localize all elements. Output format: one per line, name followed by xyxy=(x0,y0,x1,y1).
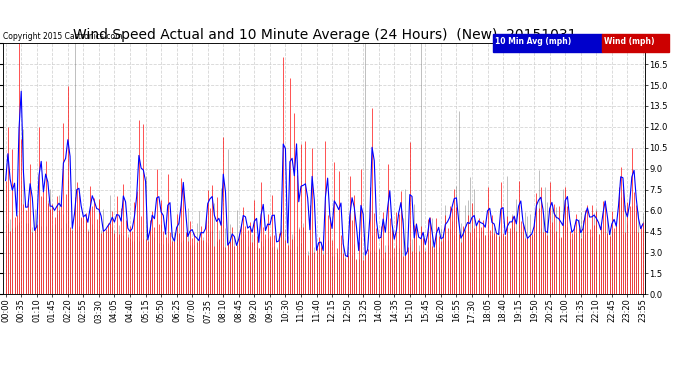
Text: Copyright 2015 Cartronics.com: Copyright 2015 Cartronics.com xyxy=(3,32,123,40)
Text: 10 Min Avg (mph): 10 Min Avg (mph) xyxy=(495,37,572,46)
Title: Wind Speed Actual and 10 Minute Average (24 Hours)  (New)  20151031: Wind Speed Actual and 10 Minute Average … xyxy=(72,28,576,42)
Text: Wind (mph): Wind (mph) xyxy=(604,37,654,46)
